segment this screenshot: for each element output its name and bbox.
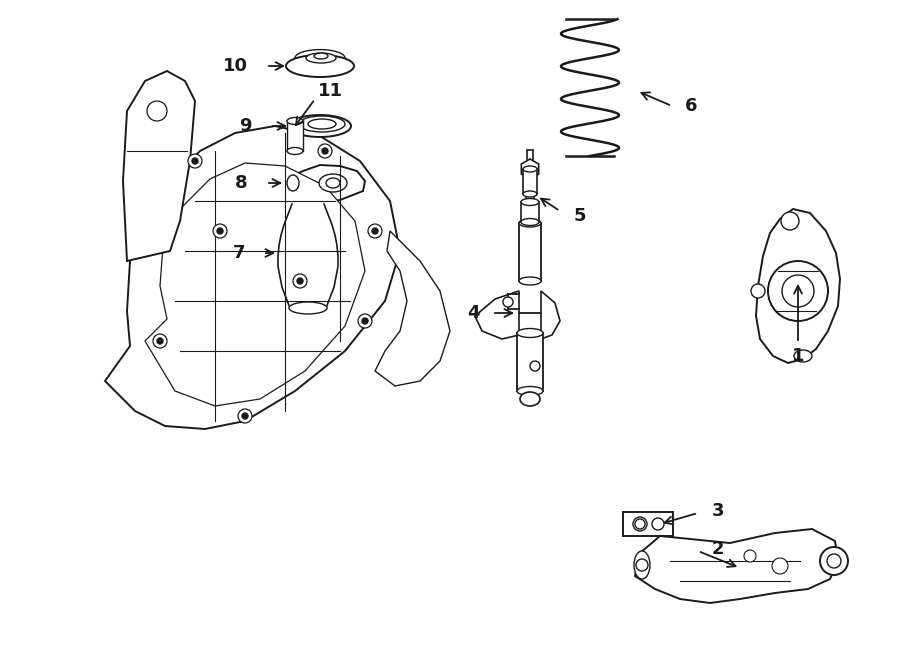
Text: 1: 1: [792, 347, 805, 365]
Ellipse shape: [288, 210, 328, 218]
Circle shape: [362, 318, 368, 324]
Text: 8: 8: [236, 174, 248, 192]
Circle shape: [157, 338, 163, 344]
Ellipse shape: [280, 273, 336, 281]
Circle shape: [188, 154, 202, 168]
Ellipse shape: [519, 219, 541, 227]
Circle shape: [368, 224, 382, 238]
Ellipse shape: [521, 198, 539, 206]
Polygon shape: [123, 71, 195, 261]
Ellipse shape: [299, 116, 345, 132]
Bar: [523, 169, 537, 194]
Polygon shape: [145, 163, 365, 406]
Circle shape: [768, 261, 828, 321]
Polygon shape: [541, 291, 560, 339]
Ellipse shape: [517, 387, 543, 395]
Circle shape: [147, 101, 167, 121]
Circle shape: [744, 550, 756, 562]
Circle shape: [751, 284, 765, 298]
Ellipse shape: [286, 293, 330, 301]
Ellipse shape: [284, 221, 332, 229]
Ellipse shape: [292, 200, 324, 208]
Ellipse shape: [282, 283, 334, 292]
Bar: [526, 179, 534, 231]
Bar: [521, 202, 539, 222]
Circle shape: [297, 278, 303, 284]
Ellipse shape: [523, 166, 537, 172]
Polygon shape: [375, 231, 450, 386]
Ellipse shape: [289, 115, 351, 137]
Circle shape: [782, 275, 814, 307]
Circle shape: [827, 554, 841, 568]
Ellipse shape: [519, 277, 541, 285]
Circle shape: [358, 314, 372, 328]
Ellipse shape: [290, 304, 326, 312]
Ellipse shape: [326, 178, 340, 188]
Circle shape: [635, 519, 645, 529]
Circle shape: [503, 297, 513, 307]
Text: 2: 2: [712, 540, 724, 558]
Text: 5: 5: [574, 207, 587, 225]
Text: 9: 9: [239, 117, 252, 135]
Text: 3: 3: [712, 502, 724, 520]
Ellipse shape: [286, 55, 354, 77]
Text: 6: 6: [685, 97, 698, 115]
Polygon shape: [105, 126, 400, 429]
Circle shape: [242, 413, 248, 419]
Polygon shape: [287, 165, 365, 203]
Bar: [287, 121, 303, 151]
Ellipse shape: [652, 518, 664, 530]
Circle shape: [238, 409, 252, 423]
Ellipse shape: [287, 147, 303, 155]
Text: 4: 4: [467, 304, 480, 322]
Ellipse shape: [314, 53, 328, 59]
Circle shape: [293, 274, 307, 288]
Polygon shape: [521, 159, 539, 179]
Ellipse shape: [306, 53, 336, 63]
Ellipse shape: [634, 551, 650, 579]
Circle shape: [318, 144, 332, 158]
Circle shape: [213, 224, 227, 238]
Circle shape: [153, 334, 167, 348]
Text: 7: 7: [232, 244, 245, 262]
Ellipse shape: [279, 242, 337, 250]
Circle shape: [636, 559, 648, 571]
Circle shape: [192, 158, 198, 164]
Polygon shape: [635, 529, 838, 603]
Ellipse shape: [794, 350, 812, 362]
Ellipse shape: [281, 231, 335, 239]
Bar: [519, 223, 541, 281]
Ellipse shape: [308, 119, 336, 129]
Ellipse shape: [287, 118, 303, 124]
Bar: [623, 512, 673, 536]
Bar: [517, 333, 543, 391]
Circle shape: [217, 228, 223, 234]
Ellipse shape: [278, 252, 338, 260]
Text: 10: 10: [223, 57, 248, 75]
Ellipse shape: [287, 175, 299, 191]
Ellipse shape: [521, 219, 539, 225]
Ellipse shape: [319, 174, 347, 192]
Ellipse shape: [633, 517, 647, 531]
Circle shape: [530, 361, 540, 371]
Ellipse shape: [523, 191, 537, 197]
Bar: [527, 150, 533, 166]
Ellipse shape: [520, 392, 540, 406]
Polygon shape: [475, 291, 519, 339]
Ellipse shape: [517, 329, 543, 338]
Text: 11: 11: [318, 82, 343, 100]
Circle shape: [820, 547, 848, 575]
Ellipse shape: [278, 262, 338, 270]
Ellipse shape: [289, 302, 327, 314]
Circle shape: [781, 212, 799, 230]
Circle shape: [372, 228, 378, 234]
Circle shape: [322, 148, 328, 154]
Polygon shape: [756, 209, 840, 363]
Circle shape: [772, 558, 788, 574]
